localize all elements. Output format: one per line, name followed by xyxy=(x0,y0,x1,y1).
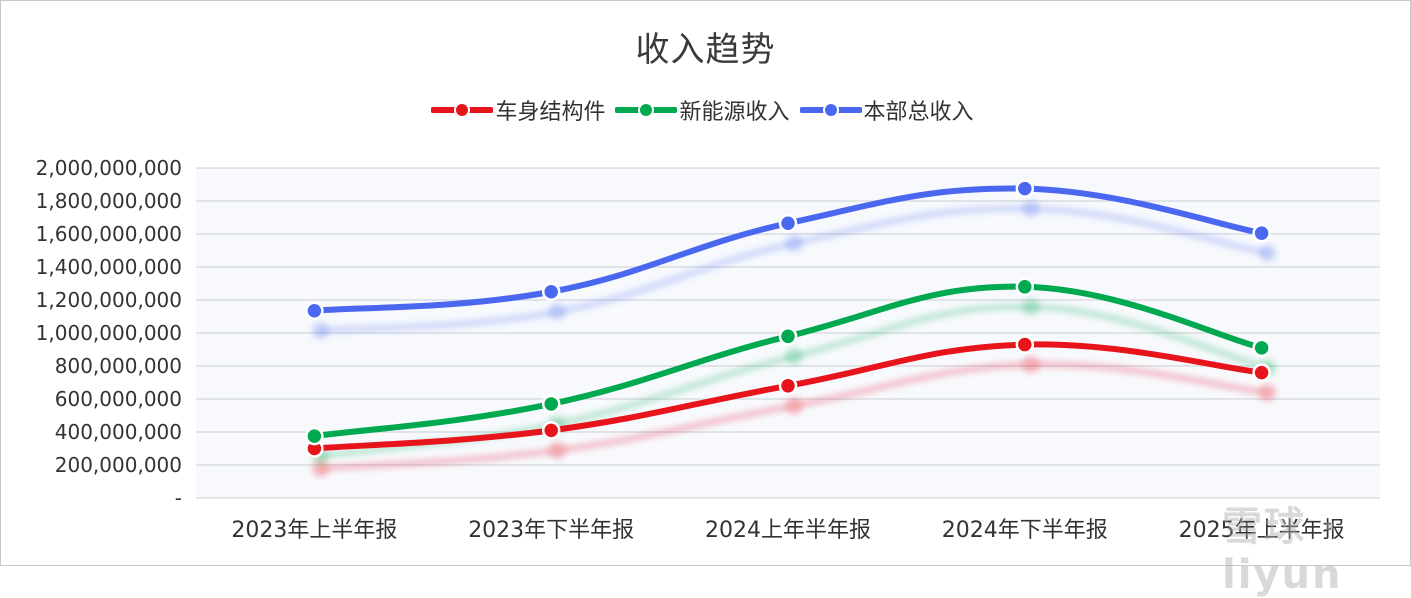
series-shadow-point xyxy=(311,459,330,478)
x-tick-label: 2024年下半年报 xyxy=(942,518,1108,543)
data-point xyxy=(305,301,324,320)
series-shadow-point xyxy=(1021,355,1040,374)
x-tick-label: 2023年上半年报 xyxy=(231,518,397,543)
y-tick-label: 400,000,000 xyxy=(55,420,182,444)
data-point xyxy=(541,282,561,301)
data-point xyxy=(778,327,798,346)
legend-item-new-energy[interactable]: 新能源收入 xyxy=(615,94,795,126)
data-point xyxy=(541,421,561,440)
x-tick-label: 2025年上半年报 xyxy=(1179,518,1345,543)
y-tick-label: - xyxy=(175,486,182,510)
x-tick-label: 2023年下半年报 xyxy=(468,518,634,543)
x-tick-label: 2024上年半年报 xyxy=(705,518,871,543)
series-shadow-point xyxy=(1021,297,1040,316)
series-shadow-point xyxy=(1258,244,1277,263)
series-shadow-point xyxy=(548,302,567,321)
y-tick-label: 1,400,000,000 xyxy=(36,255,182,279)
data-point xyxy=(1015,179,1035,198)
y-tick-label: 2,000,000,000 xyxy=(36,156,182,180)
y-tick-label: 1,600,000,000 xyxy=(36,222,182,246)
data-point xyxy=(1015,277,1035,297)
y-tick-label: 1,800,000,000 xyxy=(36,189,182,213)
data-point xyxy=(305,426,324,446)
series-shadow-point xyxy=(548,441,567,460)
y-tick-label: 800,000,000 xyxy=(55,354,182,378)
legend-label-body-parts: 车身结构件 xyxy=(495,100,606,125)
series-shadow-point xyxy=(1021,199,1040,218)
data-point xyxy=(1015,335,1035,354)
legend-label-total-revenue: 本部总收入 xyxy=(863,100,974,125)
series-shadow-point xyxy=(1258,383,1277,402)
legend-label-new-energy: 新能源收入 xyxy=(679,100,790,125)
data-point xyxy=(1252,223,1271,243)
data-point xyxy=(778,214,798,233)
data-point xyxy=(778,376,798,396)
chart-plot: 2,000,000,000 1,800,000,000 1,600,000,000 1… xyxy=(36,156,1380,543)
watermark: 雪球 · liyun xyxy=(1222,504,1343,598)
chart-legend: 车身结构件 新能源收入 本部总收入 xyxy=(0,94,1411,126)
legend-item-total-revenue[interactable]: 本部总收入 xyxy=(799,94,980,126)
series-shadow-point xyxy=(785,396,803,415)
chart-title: 收入趋势 xyxy=(635,30,776,70)
y-tick-label: 600,000,000 xyxy=(55,387,182,411)
legend-swatch-green xyxy=(615,102,678,118)
series-shadow-point xyxy=(785,234,803,253)
legend-swatch-blue xyxy=(799,102,862,118)
legend-item-body-parts[interactable]: 车身结构件 xyxy=(431,94,611,126)
data-point xyxy=(1252,338,1271,358)
legend-swatch-red xyxy=(431,102,494,118)
series-shadow-point xyxy=(785,347,803,366)
y-tick-label: 1,200,000,000 xyxy=(36,288,182,312)
y-tick-label: 1,000,000,000 xyxy=(36,321,182,345)
series-shadow-point xyxy=(311,321,330,340)
y-tick-label: 200,000,000 xyxy=(55,453,182,477)
data-point xyxy=(541,394,561,414)
data-point xyxy=(1252,363,1271,382)
